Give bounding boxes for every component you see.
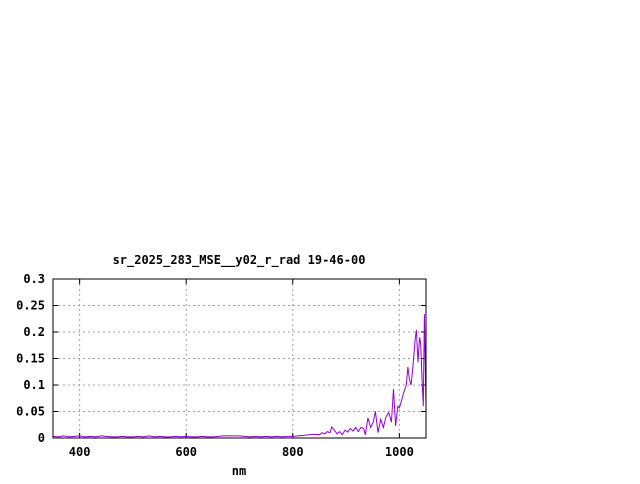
grid bbox=[53, 279, 426, 438]
y-tick-label: 0.25 bbox=[16, 299, 45, 313]
series-line bbox=[52, 313, 427, 438]
y-tick-label: 0.1 bbox=[23, 378, 45, 392]
x-axis-label: nm bbox=[232, 464, 246, 478]
y-tick-label: 0.05 bbox=[16, 405, 45, 419]
y-tick-label: 0.15 bbox=[16, 352, 45, 366]
y-tick-label: 0 bbox=[38, 431, 45, 445]
axis-ticks: 400 600 800 1000 0 0.05 0.1 0.15 0.2 0.25 0.3 bbox=[16, 272, 426, 459]
chart-title: sr_2025_283_MSE__y02_r_rad 19-46-00 bbox=[113, 253, 366, 268]
series-group bbox=[52, 313, 427, 438]
y-tick-label: 0.3 bbox=[23, 272, 45, 286]
y-tick-label: 0.2 bbox=[23, 325, 45, 339]
x-tick-label: 600 bbox=[175, 445, 197, 459]
plot-border bbox=[52, 278, 427, 439]
x-tick-label: 800 bbox=[282, 445, 304, 459]
x-tick-label: 1000 bbox=[385, 445, 414, 459]
x-tick-label: 400 bbox=[69, 445, 91, 459]
